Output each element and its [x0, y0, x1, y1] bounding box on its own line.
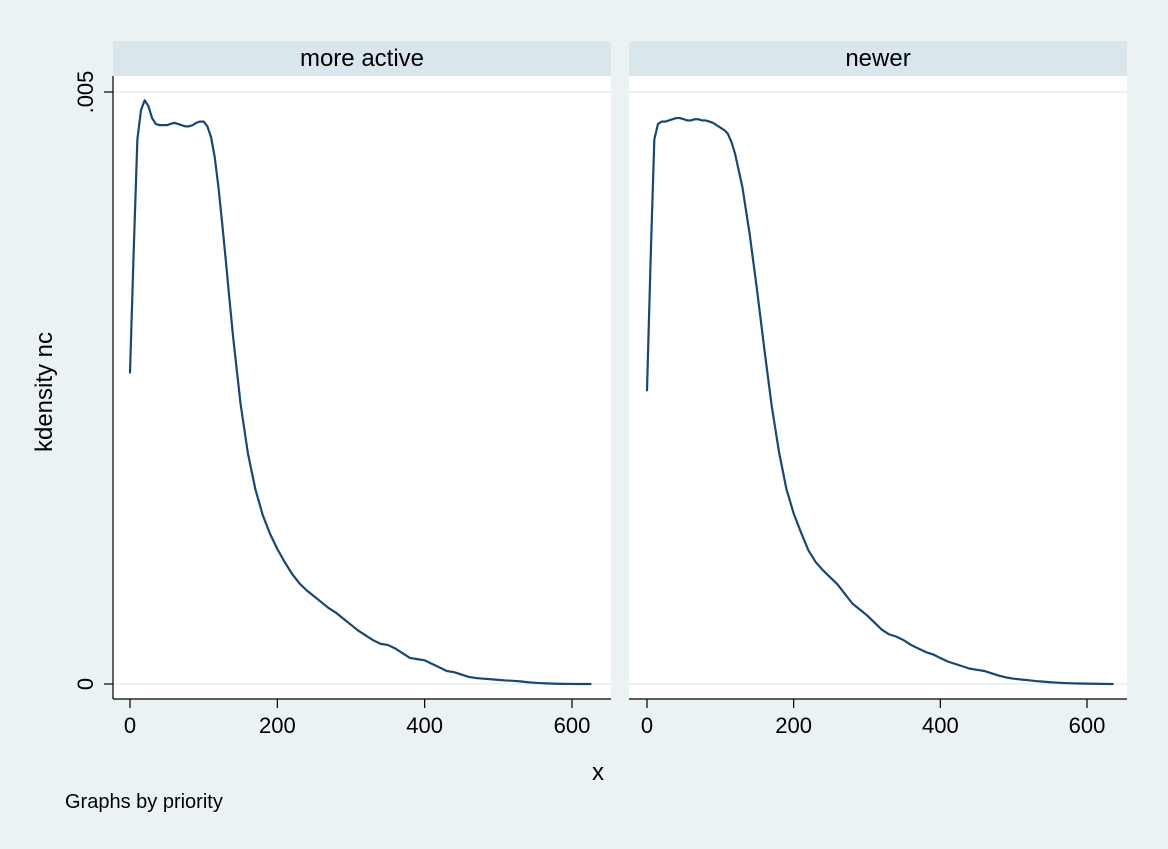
x-tick-label: 0: [641, 713, 653, 738]
x-tick-label: 400: [922, 713, 959, 738]
panel-title-strip: [113, 41, 611, 76]
y-gridlines: [629, 91, 1127, 685]
x-tick-label: 600: [1069, 713, 1106, 738]
x-tick-label: 400: [406, 713, 443, 738]
x-axis-ticks: 0 200 400 600: [124, 699, 590, 738]
x-tick-label: 600: [554, 713, 591, 738]
panel-plot-area: [629, 76, 1127, 699]
y-gridlines: [113, 91, 611, 685]
y-axis-ticks: 0 .005: [73, 71, 113, 690]
panel-title-strip: [629, 41, 1127, 76]
x-axis-ticks: 0 200 400 600: [641, 699, 1105, 738]
density-line: [645, 116, 1114, 686]
y-tick-label: .005: [73, 71, 98, 114]
panel-newer: newer 0 200 400 600: [629, 41, 1127, 738]
y-axis-title: kdensity nc: [31, 332, 58, 452]
panel-title: newer: [845, 45, 910, 72]
x-tick-label: 200: [259, 713, 296, 738]
density-line: [128, 99, 592, 686]
panel-plot-area: [113, 76, 611, 699]
x-axis-title: x: [592, 759, 604, 786]
graphs-by-note: Graphs by priority: [65, 791, 223, 813]
x-tick-label: 200: [775, 713, 812, 738]
x-tick-label: 0: [124, 713, 136, 738]
panel-title: more active: [300, 45, 424, 72]
y-tick-label: 0: [73, 678, 98, 690]
y-axis: 0 .005: [73, 71, 114, 699]
panel-more-active: more active 0 200 400 600: [113, 41, 611, 738]
